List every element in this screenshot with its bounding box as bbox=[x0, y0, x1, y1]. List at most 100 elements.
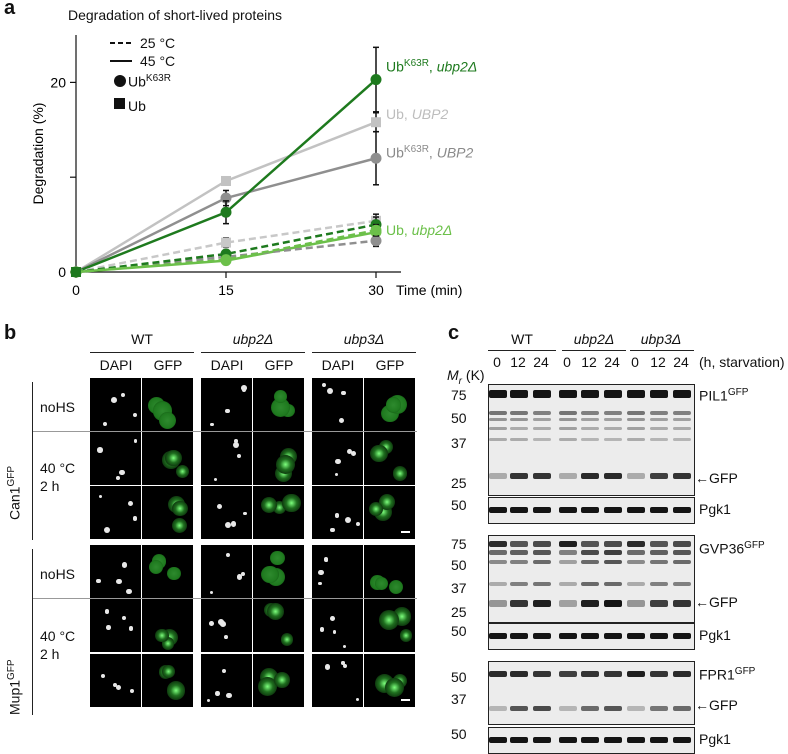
blot-band bbox=[489, 560, 507, 564]
blot-band bbox=[489, 600, 507, 607]
cell-blob bbox=[172, 517, 188, 534]
blot-band bbox=[559, 600, 577, 607]
panel-b-letter: b bbox=[4, 322, 17, 344]
blot-band bbox=[650, 507, 668, 513]
blot1-marker-75: 75 bbox=[451, 387, 467, 403]
lane-label: 0 bbox=[493, 354, 501, 370]
cell-blob bbox=[167, 566, 181, 581]
blot-band bbox=[673, 427, 691, 430]
nucleus-dot bbox=[213, 477, 218, 482]
dapi-micrograph bbox=[201, 545, 252, 598]
nucleus-dot bbox=[226, 692, 232, 698]
cond-nohs-can1: noHS bbox=[40, 399, 76, 415]
blot-band bbox=[673, 600, 691, 607]
dapi-micrograph bbox=[90, 432, 141, 485]
blot-band bbox=[533, 560, 551, 564]
blot-band bbox=[627, 541, 645, 547]
cell-blob bbox=[399, 628, 413, 642]
blot-band bbox=[627, 633, 645, 639]
dapi-micrograph bbox=[90, 654, 141, 707]
gfp-micrograph bbox=[364, 599, 415, 652]
blot-band bbox=[559, 411, 577, 415]
blot-band bbox=[673, 541, 691, 547]
nucleus-dot bbox=[116, 579, 122, 585]
blot-band bbox=[604, 418, 622, 421]
blot-band bbox=[627, 427, 645, 430]
blot-band bbox=[533, 427, 551, 430]
gfp-micrograph bbox=[253, 545, 304, 598]
blot-band bbox=[650, 550, 668, 555]
blot2-free-gfp-label: ←GFP bbox=[695, 594, 738, 610]
cond-time-mup1: 2 h bbox=[40, 646, 60, 662]
nucleus-dot bbox=[347, 449, 353, 454]
blot-band bbox=[650, 737, 668, 743]
gfp-micrograph bbox=[364, 654, 415, 707]
blot-band bbox=[559, 390, 577, 398]
load3-marker: 50 bbox=[451, 726, 467, 742]
lane-note: (h, starvation) bbox=[699, 354, 785, 370]
blot3-protein-label: FPR1GFP bbox=[699, 666, 756, 683]
blot-pil1 bbox=[488, 384, 695, 496]
blot-band bbox=[604, 438, 622, 441]
cell-blob bbox=[267, 603, 285, 621]
blot-band bbox=[650, 706, 668, 711]
blot-band bbox=[533, 706, 551, 711]
panel-a-letter: a bbox=[4, 0, 16, 19]
panel-b-strain-ubp3: ubp3Δ bbox=[343, 331, 385, 347]
cond-heat-mup1: 40 °C bbox=[40, 628, 76, 644]
panel-c-strain-ubp2: ubp2Δ bbox=[573, 331, 615, 347]
nucleus-dot bbox=[335, 458, 342, 465]
blot-band bbox=[627, 438, 645, 441]
cell-blob bbox=[388, 579, 404, 594]
blot-band bbox=[581, 418, 599, 421]
panel-c-strain-wt: WT bbox=[511, 331, 533, 347]
nucleus-dot bbox=[105, 625, 111, 630]
row-separator bbox=[33, 598, 417, 599]
blot-band bbox=[510, 737, 528, 743]
blot-band bbox=[489, 582, 507, 586]
blot-band bbox=[604, 737, 622, 743]
nucleus-dot bbox=[132, 412, 137, 418]
data-point bbox=[370, 224, 382, 236]
nucleus-dot bbox=[319, 627, 325, 632]
blot-band bbox=[581, 541, 599, 547]
blot-band bbox=[489, 706, 507, 711]
nucleus-dot bbox=[330, 527, 335, 533]
nucleus-dot bbox=[115, 684, 122, 691]
blot-band bbox=[559, 671, 577, 677]
nucleus-dot bbox=[318, 581, 322, 586]
blot-band bbox=[650, 582, 668, 586]
blot-band bbox=[581, 737, 599, 743]
blot-band bbox=[604, 706, 622, 711]
data-point bbox=[220, 206, 232, 218]
nucleus-dot bbox=[96, 578, 101, 584]
c-rule-ubp2 bbox=[562, 350, 626, 351]
nucleus-dot bbox=[119, 469, 125, 476]
legend-glyphs bbox=[110, 42, 132, 109]
blot-band bbox=[650, 671, 668, 677]
nucleus-dot bbox=[323, 557, 329, 562]
dapi-micrograph bbox=[201, 486, 252, 539]
blot-band bbox=[673, 438, 691, 441]
blot-band bbox=[510, 390, 528, 398]
cell-blob bbox=[280, 632, 294, 646]
blot2-marker-75: 75 bbox=[451, 536, 467, 552]
blot-band bbox=[604, 541, 622, 547]
gfp-micrograph bbox=[142, 599, 193, 652]
blot-band bbox=[510, 706, 528, 711]
nucleus-dot bbox=[334, 472, 339, 477]
blot-band bbox=[489, 390, 507, 398]
blot-band bbox=[559, 473, 577, 479]
cell-blob bbox=[148, 559, 164, 574]
blot-band bbox=[581, 411, 599, 415]
nucleus-dot bbox=[102, 422, 107, 427]
gfp-micrograph bbox=[253, 432, 304, 485]
blot-band bbox=[627, 600, 645, 607]
gfp-micrograph bbox=[364, 486, 415, 539]
blot-band bbox=[604, 550, 622, 555]
nucleus-dot bbox=[130, 689, 135, 694]
c-rule-ubp3 bbox=[630, 350, 694, 351]
nucleus-dot bbox=[127, 500, 133, 507]
blot-band bbox=[604, 633, 622, 639]
blot-band bbox=[489, 541, 507, 547]
